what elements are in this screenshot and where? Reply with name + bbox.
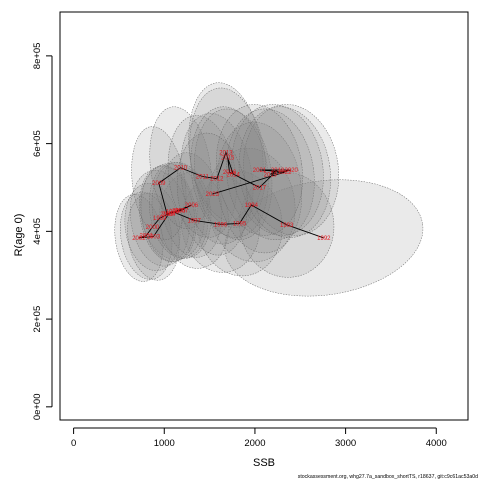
year-label-2011: 2011	[196, 175, 210, 181]
year-label-2015: 2015	[221, 156, 235, 162]
x-tick-label-3000: 3000	[335, 438, 356, 449]
year-label-1999: 1999	[153, 216, 167, 222]
year-label-2021: 2021	[253, 168, 267, 174]
y-tick-label-0: 0e+00	[32, 393, 43, 420]
x-tick-label-4000: 4000	[426, 438, 447, 449]
y-tick-label-200000: 2e+05	[32, 306, 43, 333]
y-tick-label-600000: 6e+05	[32, 130, 43, 157]
year-label-1995: 1995	[233, 221, 247, 227]
year-label-2003: 2003	[147, 235, 161, 241]
x-tick-label-1000: 1000	[154, 438, 175, 449]
year-label-2002: 2002	[132, 236, 146, 242]
year-label-2018: 2018	[271, 168, 285, 174]
footer-credit: stockassessment.org, whg27.7a_sandbox_sh…	[298, 474, 478, 480]
year-label-2010: 2010	[174, 166, 188, 172]
year-label-1994: 1994	[245, 203, 259, 209]
year-label-2020: 2020	[285, 168, 299, 174]
x-tick-label-0: 0	[71, 438, 76, 449]
year-label-2005: 2005	[172, 208, 186, 214]
x-axis: 0 1000 2000 3000 4000	[71, 427, 447, 449]
year-label-2012: 2012	[210, 177, 224, 183]
y-axis-label: R(age 0)	[13, 214, 25, 257]
year-label-2004: 2004	[162, 212, 176, 218]
year-label-2009: 2009	[152, 181, 166, 187]
ellipse-2021	[216, 104, 303, 236]
year-label-2023: 2023	[206, 192, 220, 198]
year-label-2017: 2017	[253, 185, 267, 191]
year-label-1992: 1992	[317, 236, 331, 242]
year-label-2016: 2016	[223, 170, 237, 176]
year-label-1997: 1997	[188, 218, 202, 224]
y-tick-label-800000: 8e+05	[32, 43, 43, 70]
year-label-2006: 2006	[185, 203, 199, 209]
year-label-2001: 2001	[139, 234, 153, 240]
x-tick-label-2000: 2000	[244, 438, 265, 449]
x-axis-label: SSB	[253, 457, 275, 469]
year-label-1998: 1998	[166, 210, 180, 216]
year-label-2019: 2019	[264, 172, 278, 178]
y-tick-label-400000: 4e+05	[32, 218, 43, 245]
year-label-2000: 2000	[146, 225, 160, 231]
year-label-1996: 1996	[214, 222, 228, 228]
year-label-2008: 2008	[160, 212, 174, 218]
plot-frame	[59, 11, 469, 421]
confidence-ellipses	[114, 82, 424, 297]
ssb-recruitment-trajectory	[138, 150, 324, 239]
year-label-1993: 1993	[280, 223, 294, 229]
year-label-2022: 2022	[278, 170, 292, 176]
year-label-2007: 2007	[175, 208, 189, 214]
year-label-2014: 2014	[226, 172, 240, 178]
y-axis: 0e+00 2e+05 4e+05 6e+05 8e+05	[32, 43, 53, 420]
ellipse-1992	[224, 179, 424, 297]
year-label-2013: 2013	[219, 150, 233, 156]
